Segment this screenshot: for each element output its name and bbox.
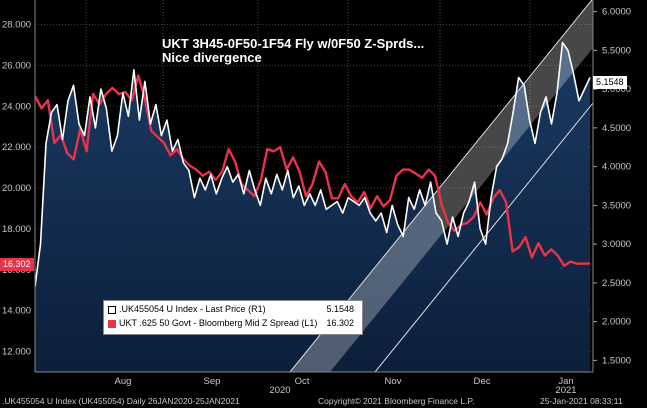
left-tick-label: 28.000 xyxy=(2,20,31,31)
legend-label-spread: UKT .625 50 Govt - Bloomberg Mid Z Sprea… xyxy=(119,318,318,328)
month-label: Sep xyxy=(204,376,221,387)
axes: 12.00014.00016.00018.00020.00022.00024.0… xyxy=(2,0,631,396)
month-label: Oct xyxy=(295,376,310,387)
legend-value-price: 5.1548 xyxy=(326,304,354,314)
price-series-line xyxy=(35,41,591,287)
month-label: Aug xyxy=(115,376,132,387)
legend-entry-price: .UK455054 U Index - Last Price (R1) 5.15… xyxy=(108,304,358,317)
legend-entry-spread: UKT .625 50 Govt - Bloomberg Mid Z Sprea… xyxy=(108,318,358,331)
left-last-value-tag: 16.302 xyxy=(0,258,34,271)
right-tick-label: 4.0000 xyxy=(602,162,631,173)
right-tick-label: 1.5000 xyxy=(602,355,631,366)
area-fill xyxy=(35,42,590,372)
right-tick-label: 2.5000 xyxy=(602,278,631,289)
legend-label-price: .UK455054 U Index - Last Price (R1) xyxy=(119,304,266,314)
left-tick-label: 18.000 xyxy=(2,224,31,235)
right-tick-label: 4.5000 xyxy=(602,123,631,134)
left-tick-label: 24.000 xyxy=(2,101,31,112)
month-label: Nov xyxy=(385,376,402,387)
right-tick-label: 5.5000 xyxy=(602,45,631,56)
chart-subtitle: Nice divergence xyxy=(162,50,262,65)
right-tick-label: 3.0000 xyxy=(602,239,631,250)
right-tick-label: 2.0000 xyxy=(602,317,631,328)
legend-swatch-white xyxy=(108,306,116,314)
footer-timestamp: 25-Jan-2021 08:33:11 xyxy=(540,396,623,406)
right-tick-label: 6.0000 xyxy=(602,7,631,18)
footer-copyright: Copyright© 2021 Bloomberg Finance L.P. xyxy=(318,396,475,406)
left-tick-label: 20.000 xyxy=(2,183,31,194)
footer: .UK455054 U Index (UK455054) Daily 26JAN… xyxy=(0,394,647,408)
left-tick-label: 26.000 xyxy=(2,60,31,71)
month-label: Jan xyxy=(558,376,573,387)
legend-value-spread: 16.302 xyxy=(326,318,354,328)
legend-swatch-red xyxy=(108,320,116,328)
chart-title: UKT 3H45-0F50-1F54 Fly w/0F50 Z-Sprds... xyxy=(162,36,424,51)
left-tick-label: 14.000 xyxy=(2,306,31,317)
right-tick-label: 3.5000 xyxy=(602,200,631,211)
right-tick-label: 5.0000 xyxy=(602,84,631,95)
spread-series-line xyxy=(35,74,591,267)
legend: .UK455054 U Index - Last Price (R1) 5.15… xyxy=(103,300,363,335)
left-tick-label: 22.000 xyxy=(2,142,31,153)
month-label: Dec xyxy=(474,376,491,387)
series-lines xyxy=(35,41,591,287)
price-area xyxy=(35,42,590,372)
footer-source: .UK455054 U Index (UK455054) Daily 26JAN… xyxy=(2,396,240,406)
year-label: 2021 xyxy=(555,385,576,396)
year-label: 2020 xyxy=(269,385,290,396)
left-tick-label: 12.000 xyxy=(2,347,31,358)
right-last-value-tag: 5.1548 xyxy=(593,76,627,89)
